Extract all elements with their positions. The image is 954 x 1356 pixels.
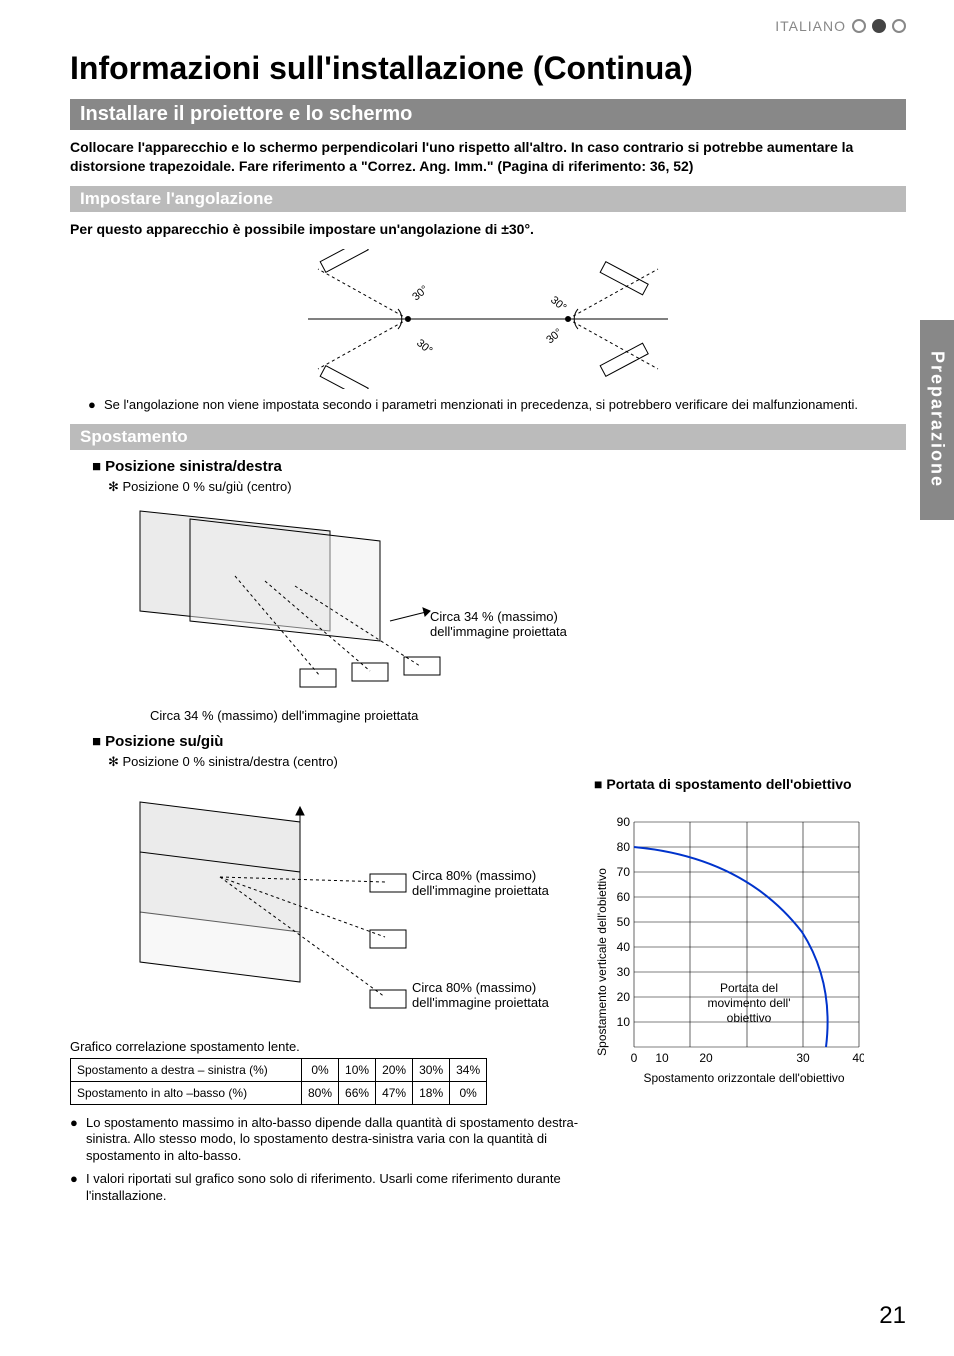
install-body: Collocare l'apparecchio e lo schermo per…	[70, 138, 906, 176]
shift-lr-title: Posizione sinistra/destra	[92, 458, 906, 475]
svg-text:0: 0	[631, 1051, 638, 1065]
shift-ud-note: Posizione 0 % sinistra/destra (centro)	[108, 754, 906, 770]
table-cell: 10%	[339, 1058, 376, 1081]
diagram-lr: Circa 34 % (massimo) dell'immagine proie…	[100, 501, 620, 704]
table-cell: 0%	[450, 1081, 487, 1104]
shift-bullet: Lo spostamento massimo in alto-basso dip…	[70, 1115, 580, 1166]
lr-caption-below: Circa 34 % (massimo) dell'immagine proie…	[150, 708, 906, 723]
svg-text:30: 30	[796, 1051, 810, 1065]
svg-text:30°: 30°	[410, 283, 430, 303]
svg-text:Spostamento orizzontale dell'o: Spostamento orizzontale dell'obiettivo	[643, 1071, 844, 1085]
ud-caption-2: Circa 80% (massimo) dell'immagine proiet…	[412, 980, 592, 1011]
dot-indicator-filled	[872, 19, 886, 33]
table-cell: 34%	[450, 1058, 487, 1081]
diagram-ud: Circa 80% (massimo) dell'immagine proiet…	[100, 782, 620, 1025]
section-heading-install: Installare il proiettore e lo schermo	[70, 99, 906, 130]
shift-range-chart: Spostamento verticale dell'obiettivo	[594, 802, 864, 1142]
dot-indicator	[892, 19, 906, 33]
section-heading-angle: Impostare l'angolazione	[70, 186, 906, 212]
table-cell: 66%	[339, 1081, 376, 1104]
svg-text:30°: 30°	[544, 326, 564, 346]
language-label: ITALIANO	[775, 18, 846, 34]
page-title: Informazioni sull'installazione (Continu…	[70, 50, 906, 87]
svg-text:20: 20	[699, 1051, 713, 1065]
table-cell: 18%	[413, 1081, 450, 1104]
ud-caption-1: Circa 80% (massimo) dell'immagine proiet…	[412, 868, 592, 899]
section-heading-shift: Spostamento	[70, 424, 906, 450]
shift-chart-title: Portata di spostamento dell'obiettivo	[594, 776, 864, 792]
svg-text:obiettivo: obiettivo	[727, 1011, 772, 1025]
shift-bullet: I valori riportati sul grafico sono solo…	[70, 1171, 580, 1205]
side-tab-preparazione: Preparazione	[920, 320, 954, 520]
table-cell: 20%	[376, 1058, 413, 1081]
table-cell: 80%	[302, 1081, 339, 1104]
angle-bullet: Se l'angolazione non viene impostata sec…	[88, 397, 906, 414]
svg-text:30°: 30°	[414, 337, 434, 357]
table-caption: Grafico correlazione spostamento lente.	[70, 1039, 580, 1054]
table-row-label: Spostamento a destra – sinistra (%)	[71, 1058, 302, 1081]
svg-text:movimento dell': movimento dell'	[708, 996, 791, 1010]
dot-indicator	[852, 19, 866, 33]
angle-diagram: 30° 30° 30° 30°	[268, 249, 708, 389]
svg-text:Portata del: Portata del	[720, 981, 778, 995]
table-cell: 0%	[302, 1058, 339, 1081]
language-indicator: ITALIANO	[775, 18, 906, 34]
angle-intro: Per questo apparecchio è possibile impos…	[70, 220, 906, 239]
svg-text:40: 40	[852, 1051, 864, 1065]
shift-ud-title: Posizione su/giù	[92, 733, 906, 750]
svg-text:10: 10	[655, 1051, 669, 1065]
lr-caption-right: Circa 34 % (massimo) dell'immagine proie…	[430, 609, 630, 639]
table-cell: 47%	[376, 1081, 413, 1104]
correlation-table: Spostamento a destra – sinistra (%) 0% 1…	[70, 1058, 487, 1105]
table-row-label: Spostamento in alto –basso (%)	[71, 1081, 302, 1104]
page-number: 21	[879, 1302, 906, 1330]
shift-lr-note: Posizione 0 % su/giù (centro)	[108, 479, 906, 495]
svg-text:30°: 30°	[548, 294, 568, 314]
table-cell: 30%	[413, 1058, 450, 1081]
